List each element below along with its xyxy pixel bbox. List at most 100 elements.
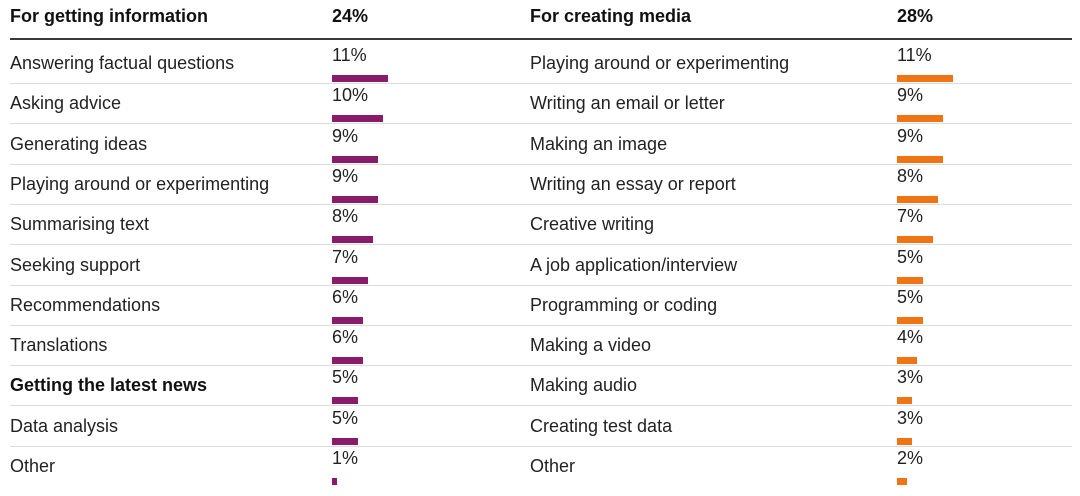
bar [332,75,389,82]
row-divider [530,324,1072,326]
category-label: Creative writing [530,214,655,235]
bar [332,276,368,284]
bar [332,195,378,203]
category-label: Writing an email or letter [530,93,725,114]
data-label: 5% [332,367,359,388]
data-label: 6% [332,327,359,348]
data-label: 6% [332,286,359,307]
data-label: 9% [897,125,924,146]
table-row: Writing an email or letter 9% [530,83,1072,125]
table-row: Programming or coding 5% [530,285,1072,326]
data-label: 5% [897,286,924,307]
table-row: Generating ideas 9% [10,124,532,165]
data-label: 8% [332,206,359,227]
table-row: Creative writing 7% [530,204,1072,246]
category-label: Creating test data [530,415,673,436]
table-row: Creating test data 3% [530,406,1072,447]
chart-title: For getting information [10,6,208,26]
row-divider [530,83,1072,84]
data-label: 5% [897,246,924,267]
category-label: Generating ideas [10,133,148,154]
category-label: Other [10,456,56,476]
bar [897,397,913,405]
row-divider [530,445,1072,447]
bar [897,357,918,365]
bar [897,115,943,123]
bar [332,437,358,445]
chart-total: 28% [897,6,934,26]
data-label: 11% [897,45,932,65]
table-row: Answering factual questions 11% [10,43,532,84]
header-rule [10,38,532,40]
category-label: Summarising text [10,214,150,235]
category-label: Seeking support [10,254,141,275]
data-label: 9% [332,165,359,186]
row-divider [10,123,532,125]
table-row: Other 1% [10,446,532,486]
data-label: 2% [897,448,924,468]
row-divider [10,83,532,84]
data-label: 1% [332,448,359,468]
category-label: Making a video [530,335,652,356]
category-label: Making audio [530,375,638,396]
data-label: 11% [332,45,367,65]
category-label: Answering factual questions [10,53,235,73]
data-label: 7% [332,246,359,267]
table-row: Other 2% [530,446,1072,486]
bar [332,478,338,485]
category-label: Programming or coding [530,294,718,315]
bar [897,155,943,163]
table-row: Making audio 3% [530,365,1072,407]
row-divider [530,405,1072,407]
row-divider [10,365,532,367]
data-label: 3% [897,407,924,428]
table-row: Getting the latest news 5% [10,365,532,407]
bar [897,276,923,284]
category-label: Playing around or experimenting [10,173,270,194]
table-row: Recommendations 6% [10,285,532,326]
data-label: 5% [332,407,359,428]
data-label: 7% [897,206,924,227]
bar [897,75,954,82]
bar [332,115,383,123]
table-row: Summarising text 8% [10,204,532,246]
data-label: 3% [897,367,924,388]
row-divider [530,123,1072,125]
row-divider [10,244,532,246]
data-label: 9% [897,85,924,106]
table-row: Playing around or experimenting 9% [10,164,532,205]
category-label: Translations [10,335,108,356]
row-divider [10,445,532,447]
category-label: Making an image [530,133,668,154]
bar [332,236,373,244]
category-label: Getting the latest news [10,375,208,396]
bar [897,236,933,244]
row-divider [10,324,532,326]
row-divider [10,163,532,165]
table-row: Seeking support 7% [10,245,532,286]
bar [897,316,923,324]
row-divider [530,203,1072,205]
data-label: 8% [897,165,924,186]
chart-title: For creating media [530,6,692,26]
row-divider [530,365,1072,367]
row-divider [530,163,1072,165]
category-label: Playing around or experimenting [530,53,790,73]
bar [332,155,378,163]
bar [897,478,908,485]
row-divider [10,203,532,205]
table-row: Playing around or experimenting 11% [530,43,1072,84]
category-label: Other [530,456,576,476]
row-divider [530,284,1072,286]
bar [332,397,358,405]
bar [332,357,363,365]
category-label: Writing an essay or report [530,173,736,194]
category-label: Recommendations [10,294,161,315]
row-divider [530,244,1072,246]
table-row: Asking advice 10% [10,83,532,125]
header-rule [530,38,1072,40]
category-label: Data analysis [10,415,119,436]
category-label: A job application/interview [530,254,738,275]
table-row: Data analysis 5% [10,406,532,447]
table-row: Writing an essay or report 8% [530,164,1072,205]
